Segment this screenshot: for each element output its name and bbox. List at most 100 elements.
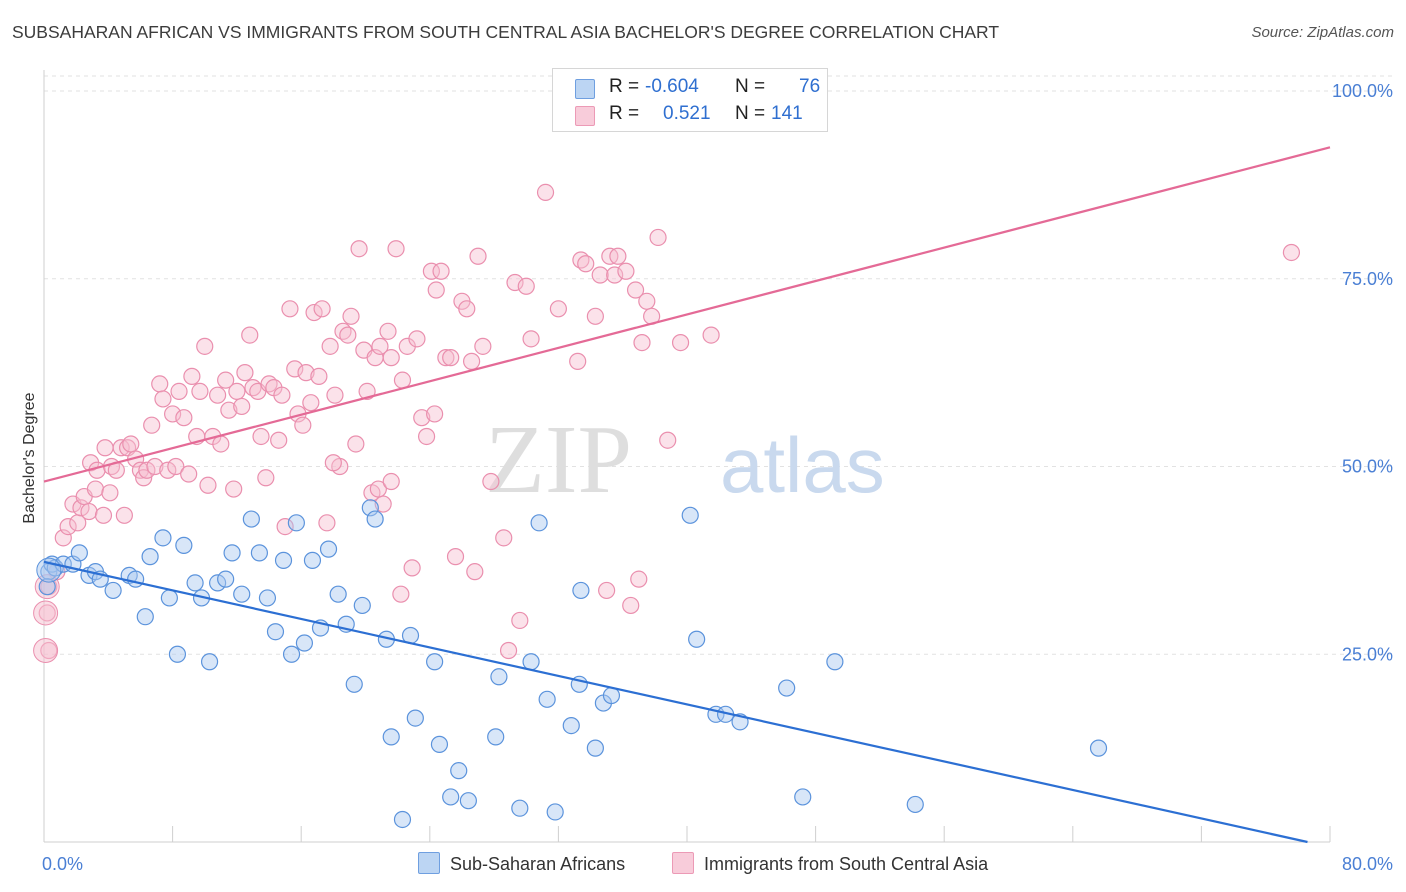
legend-n-value-blue: 76 xyxy=(799,76,821,97)
data-point-immigrants-south-central-asia xyxy=(522,330,540,348)
y-axis-label: Bachelor's Degree xyxy=(21,392,38,523)
data-point-sub-saharan-africans xyxy=(546,803,564,821)
data-point-immigrants-south-central-asia xyxy=(183,367,201,385)
data-point-immigrants-south-central-asia xyxy=(511,611,529,630)
data-point-immigrants-south-central-asia xyxy=(577,255,595,273)
data-point-sub-saharan-africans xyxy=(366,510,384,528)
data-point-immigrants-south-central-asia xyxy=(54,529,72,547)
data-point-immigrants-south-central-asia xyxy=(199,476,217,494)
data-point-immigrants-south-central-asia xyxy=(310,367,328,385)
data-point-immigrants-south-central-asia xyxy=(112,439,130,457)
data-point-immigrants-south-central-asia xyxy=(350,240,368,258)
data-point-immigrants-south-central-asia xyxy=(474,337,492,355)
data-point-immigrants-south-central-asia xyxy=(633,333,651,352)
data-point-immigrants-south-central-asia xyxy=(702,326,720,344)
data-point-immigrants-south-central-asia xyxy=(606,266,624,284)
data-point-immigrants-south-central-asia xyxy=(458,300,476,318)
data-point-sub-saharan-africans xyxy=(274,551,293,569)
data-point-sub-saharan-africans xyxy=(266,623,285,641)
data-point-immigrants-south-central-asia xyxy=(305,303,323,322)
data-point-sub-saharan-africans xyxy=(141,548,159,566)
data-point-sub-saharan-africans xyxy=(430,735,449,753)
data-point-sub-saharan-africans xyxy=(572,581,590,600)
data-point-immigrants-south-central-asia xyxy=(342,307,360,325)
data-point-immigrants-south-central-asia xyxy=(671,333,690,352)
tick-labels: 25.0% 50.0% 75.0% 100.0% 0.0% 80.0% xyxy=(42,81,1393,874)
data-point-immigrants-south-central-asia xyxy=(281,300,299,318)
data-point-immigrants-south-central-asia xyxy=(482,472,500,491)
data-point-immigrants-south-central-asia xyxy=(382,349,400,367)
data-point-sub-saharan-africans xyxy=(168,645,187,663)
data-point-sub-saharan-africans xyxy=(175,536,193,554)
data-point-sub-saharan-africans xyxy=(794,788,812,806)
y-tick-label: 50.0% xyxy=(1342,457,1393,477)
data-point-immigrants-south-central-asia-large xyxy=(33,638,59,663)
data-point-immigrants-south-central-asia xyxy=(80,502,98,521)
data-point-immigrants-south-central-asia xyxy=(146,457,164,476)
data-point-sub-saharan-africans xyxy=(104,581,122,600)
data-point-immigrants-south-central-asia xyxy=(609,247,627,265)
series-sub-saharan-africans xyxy=(36,499,1108,829)
chart-title: SUBSAHARAN AFRICAN VS IMMIGRANTS FROM SO… xyxy=(12,22,1000,42)
data-point-immigrants-south-central-asia xyxy=(297,364,315,382)
data-point-immigrants-south-central-asia xyxy=(403,559,421,577)
data-point-immigrants-south-central-asia xyxy=(94,506,113,524)
data-point-immigrants-south-central-asia xyxy=(228,382,246,401)
data-point-immigrants-south-central-asia xyxy=(326,386,344,404)
watermark-zip: ZIP xyxy=(485,406,632,514)
correlation-legend: R = -0.604 N = 76 R = 0.521 N = 141 xyxy=(552,68,828,132)
bottom-legend-label-pink: Immigrants from South Central Asia xyxy=(704,854,989,874)
data-point-sub-saharan-africans xyxy=(353,596,371,615)
data-point-sub-saharan-africans xyxy=(906,795,924,814)
data-point-immigrants-south-central-asia xyxy=(220,401,238,419)
data-point-immigrants-south-central-asia xyxy=(586,307,604,325)
data-point-sub-saharan-africans xyxy=(530,514,548,532)
data-point-immigrants-south-central-asia xyxy=(196,337,214,355)
data-point-sub-saharan-africans xyxy=(217,570,235,588)
data-point-immigrants-south-central-asia xyxy=(286,360,304,378)
data-point-immigrants-south-central-asia xyxy=(408,330,426,348)
bottom-legend-label-blue: Sub-Saharan Africans xyxy=(450,854,626,874)
data-point-immigrants-south-central-asia xyxy=(638,292,656,310)
data-point-sub-saharan-africans xyxy=(522,653,540,671)
data-point-immigrants-south-central-asia xyxy=(1282,243,1301,262)
data-point-immigrants-south-central-asia xyxy=(96,439,114,457)
y-tick-label: 75.0% xyxy=(1342,269,1393,289)
data-point-immigrants-south-central-asia xyxy=(369,480,387,498)
data-point-immigrants-south-central-asia xyxy=(241,326,259,344)
legend-r-value-pink: 0.521 xyxy=(663,103,711,124)
data-point-sub-saharan-africans xyxy=(487,728,505,746)
data-point-immigrants-south-central-asia xyxy=(622,596,640,615)
data-point-immigrants-south-central-asia xyxy=(180,465,198,483)
data-point-immigrants-south-central-asia xyxy=(257,469,275,487)
data-point-immigrants-south-central-asia xyxy=(217,371,235,389)
data-point-sub-saharan-africans xyxy=(393,810,412,829)
legend-r-label: R = xyxy=(609,103,640,124)
data-point-immigrants-south-central-asia xyxy=(598,581,616,600)
x-tick-label: 0.0% xyxy=(42,854,83,874)
data-point-immigrants-south-central-asia xyxy=(630,570,648,588)
data-point-sub-saharan-africans xyxy=(361,499,379,517)
source-credit: Source: ZipAtlas.com xyxy=(1251,24,1394,41)
data-point-sub-saharan-africans xyxy=(826,653,844,671)
data-point-immigrants-south-central-asia xyxy=(318,514,336,532)
data-point-immigrants-south-central-asia xyxy=(591,266,609,284)
bottom-legend-south-central-asia: Immigrants from South Central Asia xyxy=(672,852,988,875)
data-point-immigrants-south-central-asia xyxy=(273,386,291,404)
data-point-immigrants-south-central-asia xyxy=(313,300,331,318)
data-point-sub-saharan-africans xyxy=(538,690,556,708)
data-point-immigrants-south-central-asia xyxy=(339,326,357,344)
data-point-sub-saharan-africans xyxy=(287,514,305,532)
data-point-immigrants-south-central-asia xyxy=(569,352,587,370)
data-point-immigrants-south-central-asia xyxy=(649,228,667,247)
data-point-sub-saharan-africans xyxy=(426,653,444,671)
data-point-immigrants-south-central-asia xyxy=(549,300,568,318)
data-point-sub-saharan-africans xyxy=(586,739,604,757)
data-point-sub-saharan-africans xyxy=(242,510,260,528)
trend-line-immigrants-south-central-asia xyxy=(43,146,1331,483)
trend-line-sub-saharan-africans xyxy=(43,560,1308,844)
data-point-sub-saharan-africans xyxy=(778,679,796,697)
series-immigrants-south-central-asia xyxy=(33,183,1301,663)
data-point-immigrants-south-central-asia xyxy=(437,349,455,367)
data-point-sub-saharan-africans xyxy=(688,630,706,648)
